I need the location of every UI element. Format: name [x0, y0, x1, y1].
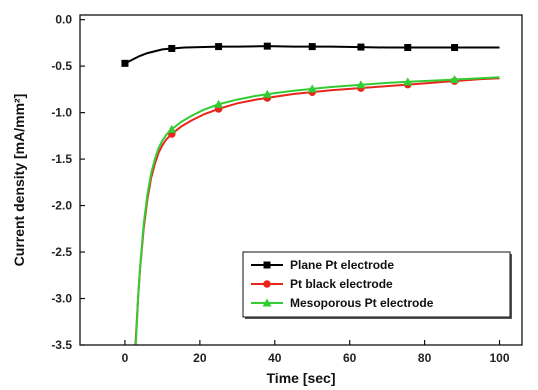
series-group	[121, 42, 500, 345]
legend-box	[242, 251, 511, 318]
y-tick-label-2: -0.5	[51, 59, 72, 73]
y-axis-title: Current density [mA/mm²]	[11, 94, 27, 267]
y-tick-label-4: -1.5	[51, 152, 72, 166]
y-tick-label-3: -1.0	[51, 106, 72, 120]
x-tick-label-2: 20	[193, 351, 207, 365]
y-tick-label-1: 0.0	[55, 13, 72, 27]
legend-label-1: Plane Pt electrode	[290, 258, 394, 272]
series-1-point-2	[168, 44, 176, 52]
legend-label-2: Pt black electrode	[290, 277, 393, 291]
x-tick-label-3: 40	[268, 351, 282, 365]
x-tick-label-4: 60	[343, 351, 357, 365]
series-1-point-6	[357, 43, 365, 51]
y-tick-label-8: -3.5	[51, 338, 72, 352]
series-3-point-6	[403, 77, 413, 86]
series-3-point-4	[307, 84, 317, 93]
y-tick-label-5: -2.0	[51, 199, 72, 213]
legend-marker-3	[262, 298, 272, 307]
legend-label-3: Mesoporous Pt electrode	[290, 296, 434, 310]
series-1-point-3	[215, 43, 223, 51]
axis-layer: 0 20 40 60 80 100 0.0 -0.5 -1.0 -1.5 -2.0 -2.5 -3.0 -…	[51, 13, 523, 365]
plot-frame	[79, 14, 523, 346]
legend-marker-2	[263, 280, 271, 288]
series-1-point-7	[404, 44, 412, 52]
series-1-point-8	[451, 44, 459, 52]
y-tick-label-6: -2.5	[51, 245, 72, 259]
series-line-1	[124, 45, 500, 65]
series-1-point-1	[121, 59, 129, 67]
series-3-point-3	[262, 89, 272, 98]
x-tick-label-1: 0	[122, 351, 129, 365]
y-tick-label-7: -3.0	[51, 292, 72, 306]
x-tick-label-6: 100	[490, 351, 510, 365]
series-1-point-4	[263, 42, 271, 50]
series-3-point-2	[214, 99, 224, 108]
x-tick-label-5: 80	[418, 351, 432, 365]
series-3-point-1	[167, 124, 177, 133]
series-1-point-5	[308, 43, 316, 51]
x-axis-title: Time [sec]	[267, 370, 336, 386]
series-3-point-5	[356, 80, 366, 89]
legend-marker-1	[263, 261, 271, 269]
plot-layer	[121, 42, 500, 345]
series-3-point-7	[450, 75, 460, 84]
legend: Plane Pt electrode Pt black electrode Meso…	[242, 251, 512, 319]
